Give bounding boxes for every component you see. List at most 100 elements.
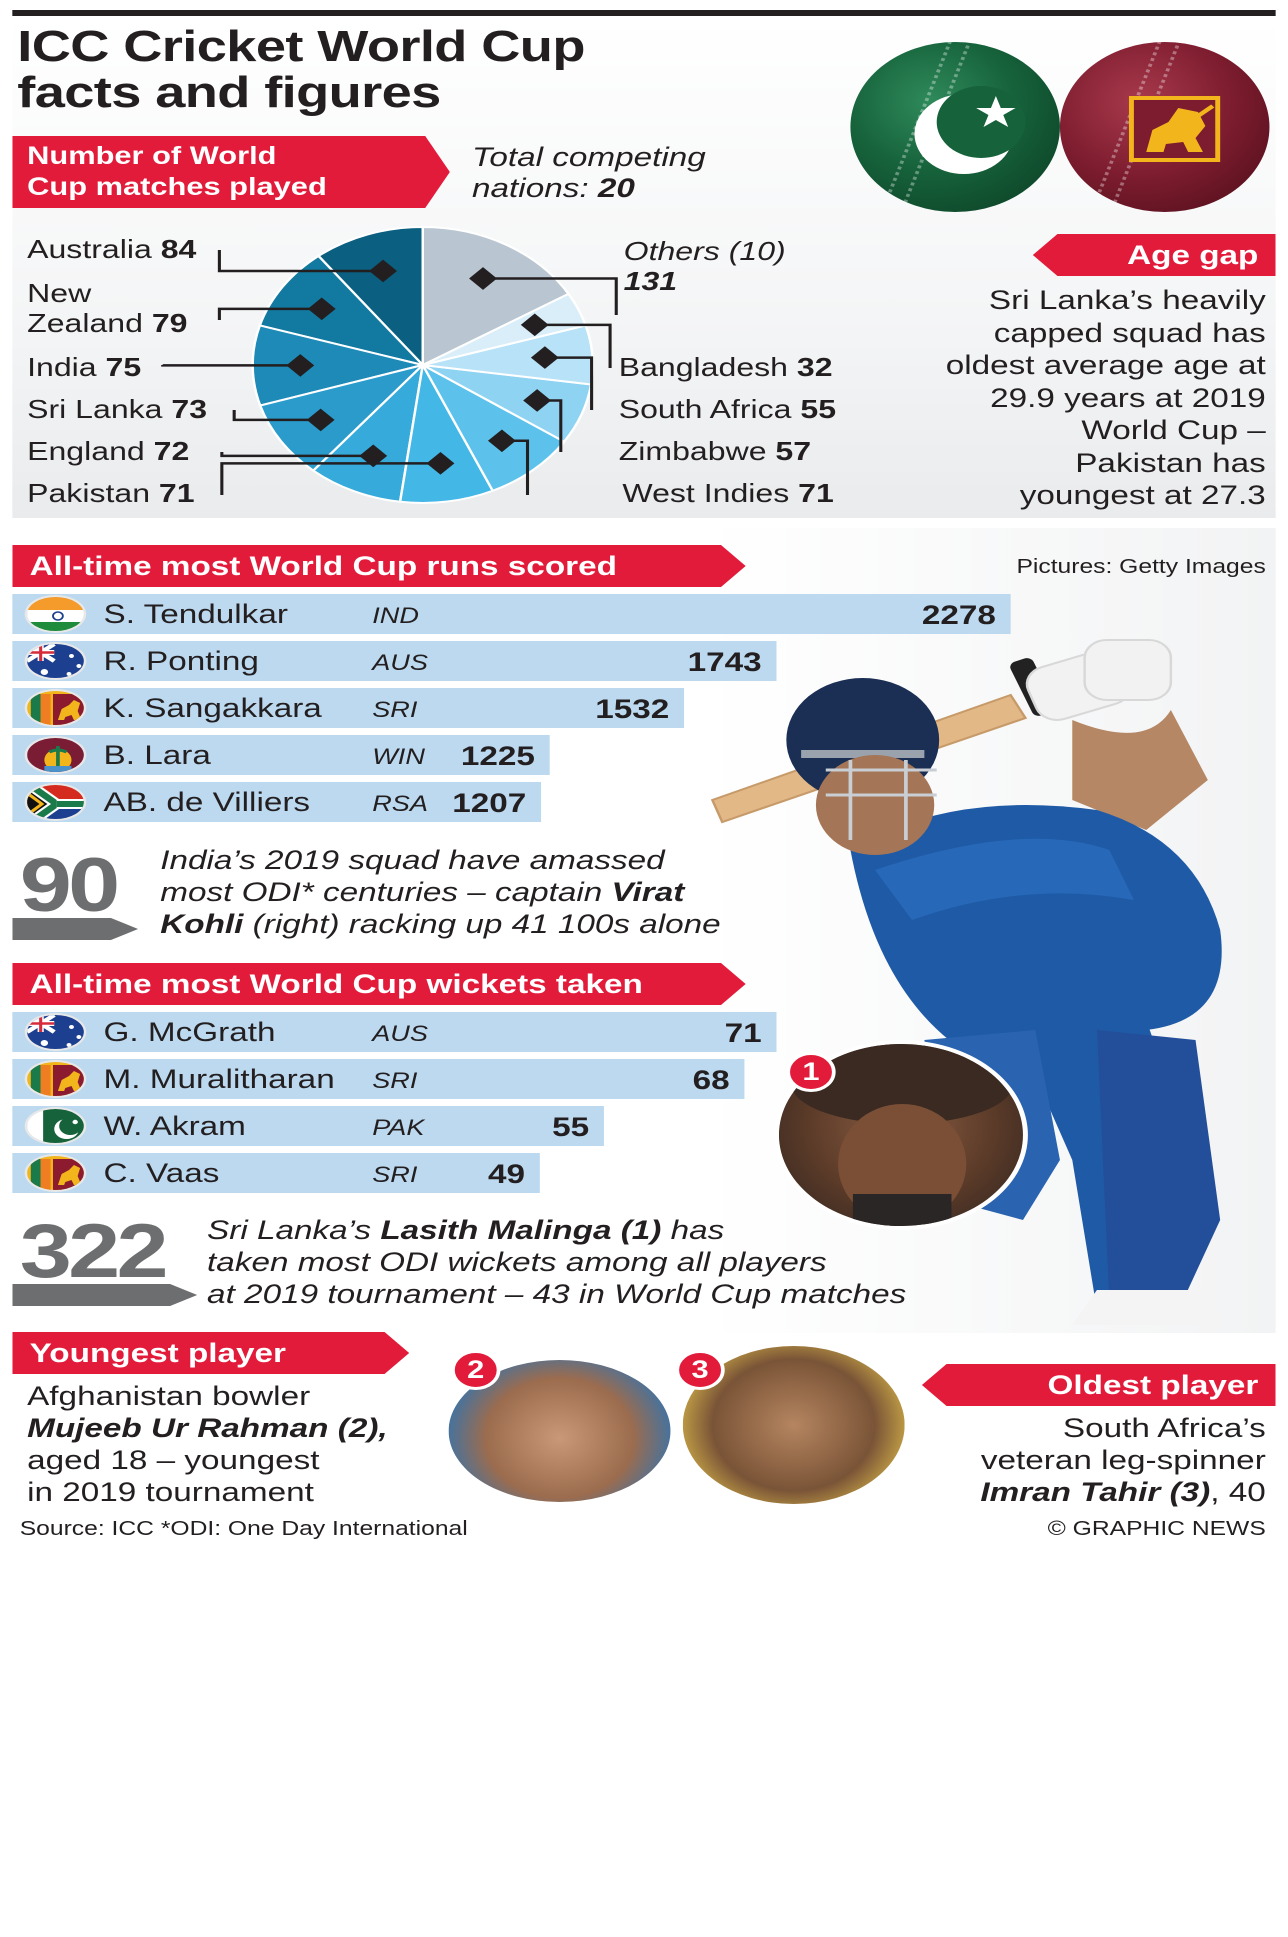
nations-count: 20 xyxy=(597,173,635,203)
pie-slice-australia xyxy=(316,225,424,368)
wickets-team-code: AUS xyxy=(372,1021,428,1046)
sri-lanka-ball-icon xyxy=(1059,42,1270,212)
runs-bar xyxy=(12,641,777,681)
pie-label-south-africa: South Africa 55 xyxy=(618,394,837,424)
wickets-bar-row: G. McGrath AUS 71 xyxy=(12,1012,777,1052)
pie-leader-line xyxy=(544,356,594,410)
pie-label-india: India 75 xyxy=(27,352,142,382)
sri-lanka-flag-icon xyxy=(24,1060,87,1098)
pie-leader-line xyxy=(220,462,441,495)
wickets-player-name: M. Muralitharan xyxy=(103,1064,335,1094)
runs-bar xyxy=(12,782,542,822)
title-line-2: facts and figures xyxy=(17,68,441,117)
runs-player-name: B. Lara xyxy=(103,740,211,770)
source-note: Source: ICC *ODI: One Day International xyxy=(19,1518,468,1540)
wickets-value-label: 68 xyxy=(692,1065,730,1095)
runs-team-code: SRI xyxy=(372,697,418,722)
badge-2: 2 xyxy=(451,1350,501,1390)
runs-player-name: AB. de Villiers xyxy=(103,787,311,817)
runs-player-name: K. Sangakkara xyxy=(103,693,322,723)
matches-ribbon: Number of World Cup matches played xyxy=(12,136,450,208)
wickets-value-label: 71 xyxy=(724,1018,762,1048)
malinga-text: Sri Lanka’s Lasith Malinga (1) has taken… xyxy=(207,1215,907,1309)
photo-credit: Pictures: Getty Images xyxy=(1016,556,1266,578)
pie-leader-line xyxy=(217,307,322,320)
west-indies-flag-icon xyxy=(24,736,87,774)
wickets-bar xyxy=(12,1059,745,1099)
pie-label-sri-lanka: Sri Lanka 73 xyxy=(27,394,208,424)
wickets-value-label: 49 xyxy=(488,1159,526,1189)
runs-player-name: S. Tendulkar xyxy=(103,599,288,629)
pie-leader-line xyxy=(220,452,374,458)
pie-label-australia: Australia 84 xyxy=(27,234,197,264)
page-title: ICC Cricket World Cup facts and figures xyxy=(17,24,585,116)
australia-flag-icon xyxy=(24,1013,87,1051)
runs-value-label: 1225 xyxy=(460,741,535,771)
total-nations-note: Total competing nations: 20 xyxy=(472,142,706,203)
runs-bar xyxy=(12,594,1011,634)
malinga-number: 322 xyxy=(19,1209,169,1294)
runs-value-label: 2278 xyxy=(921,600,996,630)
pie-label-bangladesh: Bangladesh 32 xyxy=(618,352,833,382)
runs-team-code: IND xyxy=(372,603,419,628)
wickets-team-code: SRI xyxy=(372,1162,418,1187)
wickets-value-label: 55 xyxy=(552,1112,590,1142)
pie-label-pakistan: Pakistan 71 xyxy=(27,478,195,508)
runs-team-code: RSA xyxy=(372,791,428,816)
runs-bar xyxy=(12,688,685,728)
wickets-bar-row: W. Akram PAK 55 xyxy=(12,1106,776,1146)
runs-bar-row: B. Lara WIN 1225 xyxy=(12,735,1010,775)
youngest-ribbon: Youngest player xyxy=(12,1332,409,1374)
pie-leader-line xyxy=(232,410,321,422)
badge-3: 3 xyxy=(675,1350,725,1390)
pie-label-new-zealand: New Zealand 79 xyxy=(27,278,188,338)
matches-pie-chart xyxy=(161,225,618,504)
badge-1: 1 xyxy=(786,1052,836,1092)
pakistan-flag-icon xyxy=(24,1107,87,1145)
wickets-ribbon: All-time most World Cup wickets taken xyxy=(12,963,745,1005)
pie-marker xyxy=(369,259,398,283)
runs-bar xyxy=(12,735,550,775)
runs-bar-row: K. Sangakkara SRI 1532 xyxy=(12,688,1010,728)
india-flag-icon xyxy=(24,595,87,633)
wickets-team-code: PAK xyxy=(372,1115,425,1140)
sri-lanka-flag-icon xyxy=(24,1154,87,1192)
wickets-bar-row: M. Muralitharan SRI 68 xyxy=(12,1059,776,1099)
runs-value-label: 1207 xyxy=(452,788,527,818)
pie-leader-line xyxy=(534,323,612,368)
pie-label-others: Others (10) 131 xyxy=(623,236,786,296)
runs-player-name: R. Ponting xyxy=(103,646,259,676)
pie-leader-line xyxy=(217,250,384,273)
wickets-bar-row: C. Vaas SRI 49 xyxy=(12,1153,776,1193)
pie-slice-new-zealand xyxy=(258,254,427,367)
pie-label-zimbabwe: Zimbabwe 57 xyxy=(618,436,812,466)
centuries-text: India’s 2019 squad have amassed most ODI… xyxy=(160,845,721,939)
wickets-team-code: SRI xyxy=(372,1068,418,1093)
pie-leader-line xyxy=(483,277,618,315)
top-rule xyxy=(12,10,1276,16)
south-africa-flag-icon xyxy=(24,783,87,821)
runs-value-label: 1743 xyxy=(687,647,762,677)
wickets-player-name: W. Akram xyxy=(103,1111,246,1141)
runs-bar-row: AB. de Villiers RSA 1207 xyxy=(12,782,1010,822)
pakistan-ball-icon xyxy=(850,42,1060,212)
wickets-player-name: C. Vaas xyxy=(103,1158,220,1188)
pie-slice-sri-lanka xyxy=(258,363,427,473)
centuries-arrow xyxy=(12,918,138,940)
pie-slice-england xyxy=(311,361,425,503)
wickets-player-name: G. McGrath xyxy=(103,1017,276,1047)
centuries-number: 90 xyxy=(19,843,120,928)
pie-marker xyxy=(520,313,549,337)
wickets-bar xyxy=(12,1153,540,1193)
pie-label-england: England 72 xyxy=(27,436,190,466)
australia-flag-icon xyxy=(24,642,87,680)
runs-bar-row: R. Ponting AUS 1743 xyxy=(12,641,1010,681)
runs-ribbon: All-time most World Cup runs scored xyxy=(12,545,745,587)
youngest-text: Afghanistan bowler Mujeeb Ur Rahman (2),… xyxy=(27,1381,388,1507)
runs-team-code: AUS xyxy=(372,650,428,675)
sri-lanka-flag-icon xyxy=(24,689,87,727)
wickets-bar xyxy=(12,1106,604,1146)
pie-marker xyxy=(286,354,315,377)
pie-slice-others-10 xyxy=(421,225,571,367)
pie-slice-pakistan xyxy=(398,361,495,504)
